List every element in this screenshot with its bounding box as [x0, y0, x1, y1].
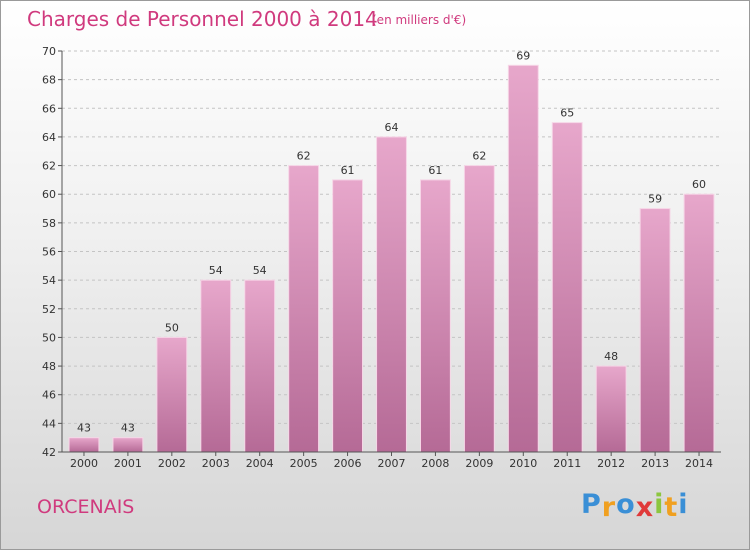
data-label: 61 [428, 164, 442, 177]
y-tick-label: 50 [42, 331, 56, 344]
data-label: 65 [560, 107, 574, 120]
x-tick-label: 2005 [290, 457, 318, 470]
x-tick-label: 2006 [334, 457, 362, 470]
y-tick-label: 54 [42, 274, 56, 287]
y-tick-label: 44 [42, 417, 56, 430]
x-tick-label: 2013 [641, 457, 669, 470]
data-label: 48 [604, 350, 618, 363]
y-tick-label: 58 [42, 217, 56, 230]
bar [683, 193, 715, 453]
bar [639, 208, 671, 453]
y-tick-label: 62 [42, 160, 56, 173]
bars [68, 64, 715, 453]
chart-subtitle: (en milliers d'€) [372, 13, 467, 27]
logo-letter: t [664, 492, 679, 523]
commune-name: ORCENAIS [37, 496, 135, 518]
data-label: 60 [692, 178, 706, 191]
y-tick-label: 70 [42, 45, 56, 58]
bar [68, 437, 100, 453]
data-label: 54 [253, 264, 267, 277]
y-tick-label: 48 [42, 360, 56, 373]
x-tick-label: 2008 [421, 457, 449, 470]
proxiti-logo: Proxiti [581, 489, 689, 523]
value-labels: 43 43 50 54 54 62 61 64 61 62 69 65 48 59 60 [77, 49, 706, 434]
chart-title: Charges de Personnel 2000 à 2014 [27, 7, 378, 31]
bar [332, 179, 364, 453]
y-tick-label: 52 [42, 303, 56, 316]
x-tick-label: 2002 [158, 457, 186, 470]
data-label: 62 [297, 150, 311, 163]
data-label: 54 [209, 264, 223, 277]
data-label: 43 [77, 422, 91, 435]
y-tick-label: 42 [42, 446, 56, 459]
y-tick-label: 64 [42, 131, 56, 144]
y-tick-label: 56 [42, 246, 56, 259]
data-label: 61 [341, 164, 355, 177]
bar [112, 437, 144, 453]
x-tick-label: 2010 [509, 457, 537, 470]
axes: 42 44 46 48 50 52 54 56 58 60 62 64 66 68 70 2000 2001 20… [42, 45, 721, 470]
x-tick-label: 2012 [597, 457, 625, 470]
bar [288, 165, 320, 453]
x-tick-label: 2007 [378, 457, 406, 470]
bar [156, 336, 188, 453]
bar [244, 279, 276, 453]
x-tick-label: 2004 [246, 457, 274, 470]
bar [551, 122, 583, 453]
x-tick-label: 2011 [553, 457, 581, 470]
bar [419, 179, 451, 453]
data-label: 62 [472, 150, 486, 163]
y-tick-label: 66 [42, 102, 56, 115]
bar [507, 64, 539, 453]
logo-letter: P [581, 489, 602, 520]
x-tick-label: 2009 [465, 457, 493, 470]
y-tick-label: 60 [42, 188, 56, 201]
x-tick-label: 2001 [114, 457, 142, 470]
logo-letter: x [635, 492, 655, 523]
logo-letter: o [616, 489, 636, 520]
x-tick-label: 2014 [685, 457, 713, 470]
bar [463, 165, 495, 453]
data-label: 43 [121, 422, 135, 435]
bar [376, 136, 407, 453]
y-tick-label: 46 [42, 389, 56, 402]
logo-letter: i [654, 489, 665, 520]
bar [595, 365, 627, 453]
logo-letter: r [601, 492, 617, 523]
x-tick-label: 2000 [70, 457, 98, 470]
bar [200, 279, 232, 453]
data-label: 64 [385, 121, 399, 134]
data-label: 59 [648, 193, 662, 206]
data-label: 50 [165, 321, 179, 334]
x-tick-label: 2003 [202, 457, 230, 470]
data-label: 69 [516, 49, 530, 62]
logo-letter: i [678, 489, 689, 520]
y-tick-label: 68 [42, 74, 56, 87]
